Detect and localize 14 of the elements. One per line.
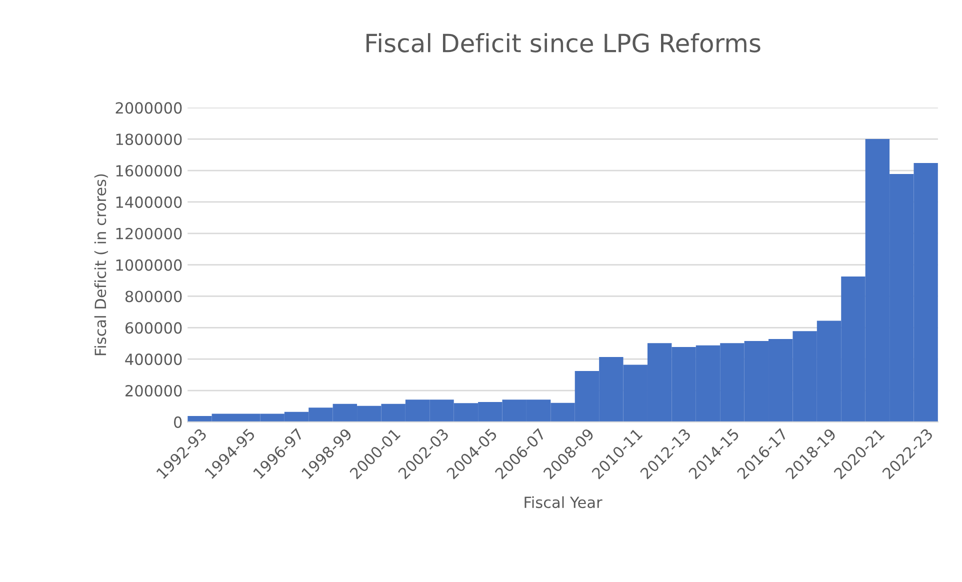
y-tick-label: 1200000 — [116, 228, 182, 240]
y-tick-label: 1000000 — [116, 259, 182, 271]
y-tick-label: 200000 — [126, 384, 182, 397]
y-tick-label: 1600000 — [116, 164, 182, 177]
y-axis-title: Fiscal Deficit ( in crores) — [94, 174, 108, 356]
y-tick-label: 600000 — [125, 322, 182, 334]
y-tick-label: 2000000 — [116, 102, 182, 114]
x-axis-title: Fiscal Year — [524, 496, 602, 508]
y-tick-label: 1400000 — [116, 196, 182, 208]
y-tick-label: 1800000 — [116, 134, 182, 146]
y-tick-label: 0 — [174, 416, 182, 428]
y-tick-label: 400000 — [125, 354, 182, 366]
y-tick-label: 800000 — [125, 290, 182, 302]
chart-title: Fiscal Deficit since LPG Reforms — [366, 33, 760, 52]
